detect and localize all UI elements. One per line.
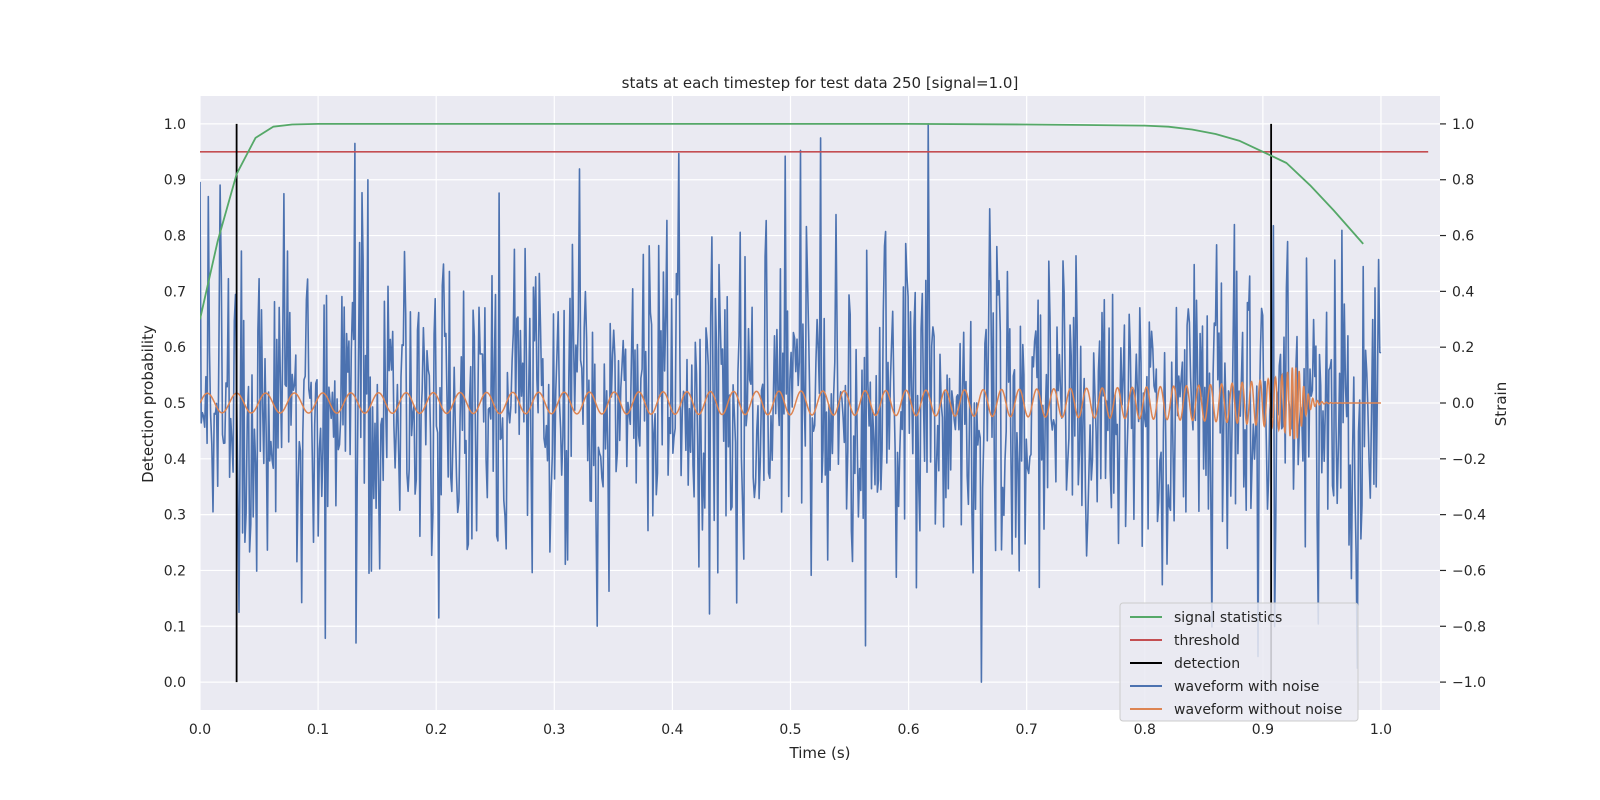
legend-label: detection <box>1174 656 1240 672</box>
x-tick-label: 0.4 <box>661 722 683 738</box>
legend-label: threshold <box>1174 633 1240 649</box>
y-tick-label-right: 0.2 <box>1452 340 1474 356</box>
x-tick-label: 0.7 <box>1016 722 1038 738</box>
y-tick-label-right: −0.8 <box>1452 619 1486 635</box>
x-tick-label: 0.0 <box>189 722 211 738</box>
x-axis-label: Time (s) <box>789 744 851 762</box>
y-tick-label-left: 0.3 <box>164 508 186 524</box>
y-tick-label-left: 1.0 <box>164 117 186 133</box>
legend-box <box>1119 602 1359 722</box>
x-tick-label: 0.2 <box>425 722 447 738</box>
y-axis-label-right: Strain <box>1492 382 1510 426</box>
y-tick-label-left: 0.9 <box>164 173 186 189</box>
y-tick-label-right: 0.8 <box>1452 173 1474 189</box>
legend: signal statistics threshold detection wavef… <box>1119 602 1359 722</box>
series-waveform-without-noise <box>200 367 1381 440</box>
y-tick-label-right: −0.4 <box>1452 508 1486 524</box>
y-tick-label-left: 0.7 <box>164 284 186 300</box>
y-tick-label-left: 0.4 <box>164 452 186 468</box>
x-tick-label: 0.6 <box>897 722 919 738</box>
y-tick-label-right: −1.0 <box>1452 675 1486 691</box>
y-tick-label-left: 0.1 <box>164 619 186 635</box>
x-tick-label: 0.5 <box>779 722 801 738</box>
series-signal-statistics <box>200 123 1364 320</box>
chart-title: stats at each timestep for test data 250… <box>622 74 1019 92</box>
x-tick-label: 1.0 <box>1370 722 1392 738</box>
y-tick-label-left: 0.5 <box>164 396 186 412</box>
x-tick-label: 0.8 <box>1134 722 1156 738</box>
y-tick-label-left: 0.8 <box>164 229 186 245</box>
legend-label: waveform without noise <box>1174 702 1342 718</box>
y-tick-label-right: −0.6 <box>1452 563 1486 579</box>
x-tick-label: 0.3 <box>543 722 565 738</box>
y-tick-label-right: 0.4 <box>1452 284 1474 300</box>
x-tick-label: 0.1 <box>307 722 329 738</box>
legend-label: signal statistics <box>1174 610 1282 626</box>
y-tick-label-right: 1.0 <box>1452 117 1474 133</box>
axes: 0.0 0.1 0.2 0.3 0.4 0.5 0.6 0.7 0.8 0.9 1.0 0.0 0.1 0… <box>164 117 1486 738</box>
y-tick-label-right: 0.0 <box>1452 396 1474 412</box>
y-tick-label-left: 0.6 <box>164 340 186 356</box>
x-tick-label: 0.9 <box>1252 722 1274 738</box>
y-axis-label-left: Detection probability <box>139 325 157 483</box>
y-tick-label-right: 0.6 <box>1452 229 1474 245</box>
legend-label: waveform with noise <box>1174 679 1319 695</box>
y-tick-label-left: 0.2 <box>164 563 186 579</box>
y-tick-label-right: −0.2 <box>1452 452 1486 468</box>
y-tick-label-left: 0.0 <box>164 675 186 691</box>
data-layer <box>200 123 1429 683</box>
